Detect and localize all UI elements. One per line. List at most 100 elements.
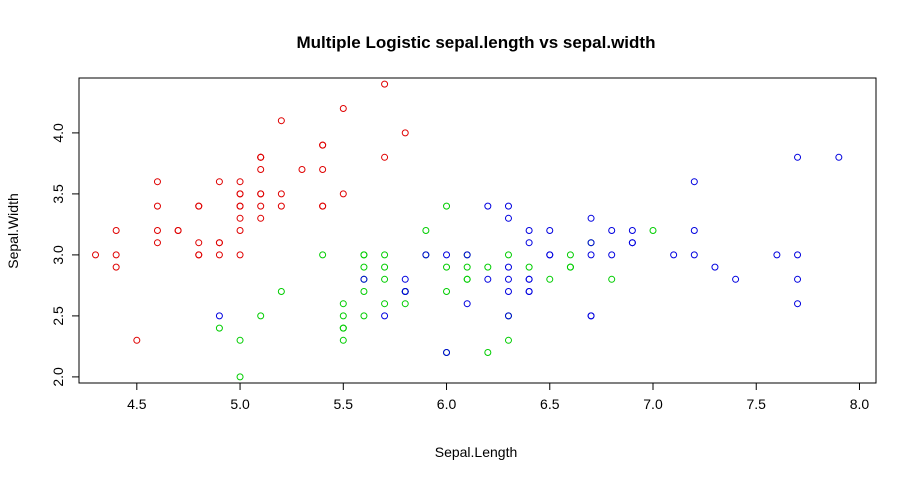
chart-title: Multiple Logistic sepal.length vs sepal.… (297, 33, 656, 52)
data-point (381, 275, 389, 283)
data-point (773, 251, 781, 259)
data-point (484, 263, 492, 271)
data-point (277, 202, 285, 210)
data-point (257, 153, 265, 161)
data-point (566, 263, 574, 271)
data-point (794, 251, 802, 259)
x-tick-label: 8.0 (850, 396, 870, 412)
data-point (443, 251, 451, 259)
data-point (504, 312, 512, 320)
data-point (670, 251, 678, 259)
data-point (504, 336, 512, 344)
data-point (112, 227, 120, 234)
data-point (236, 373, 244, 381)
data-point (422, 251, 430, 259)
data-point (484, 202, 492, 210)
data-point (319, 141, 327, 149)
data-point (195, 239, 203, 247)
data-point (401, 300, 409, 308)
data-point (339, 300, 347, 308)
data-point (443, 263, 451, 271)
data-point (215, 239, 223, 247)
plot-area (78, 77, 877, 384)
data-point (794, 300, 802, 308)
data-point (215, 251, 223, 259)
data-point (381, 251, 389, 259)
data-point (195, 202, 203, 210)
data-point (381, 300, 389, 308)
data-point (381, 263, 389, 271)
data-point (298, 166, 306, 173)
data-point (504, 202, 512, 210)
data-point (525, 263, 533, 271)
data-point (339, 190, 347, 198)
data-point (257, 214, 265, 222)
data-point (215, 178, 223, 186)
data-points (92, 80, 843, 381)
data-point (401, 288, 409, 295)
data-point (319, 251, 327, 259)
series-2 (215, 202, 657, 381)
y-axis: 2.0 2.5 3.0 3.5 4.0 (50, 123, 80, 387)
data-point (525, 239, 533, 247)
data-point (484, 349, 492, 356)
data-point (401, 275, 409, 283)
data-point (381, 80, 389, 88)
data-point (628, 227, 636, 234)
data-point (381, 153, 389, 161)
data-point (381, 312, 389, 320)
data-point (153, 239, 161, 247)
data-point (277, 288, 285, 295)
data-point (257, 166, 265, 173)
data-point (133, 336, 141, 344)
data-point (504, 251, 512, 259)
x-tick-label: 7.0 (643, 396, 663, 412)
data-point (339, 105, 347, 112)
data-point (277, 117, 285, 125)
data-point (463, 251, 471, 259)
data-point (546, 227, 554, 234)
data-point (732, 275, 740, 283)
x-axis-label: Sepal.Length (435, 444, 518, 460)
data-point (215, 312, 223, 320)
data-point (546, 251, 554, 259)
data-point (628, 239, 636, 247)
y-tick-label: 3.5 (50, 184, 66, 204)
data-point (153, 202, 161, 210)
data-point (587, 251, 595, 259)
data-point (236, 190, 244, 198)
data-point (587, 239, 595, 247)
data-point (443, 202, 451, 210)
x-axis: 4.5 5.0 5.5 6.0 6.5 7.0 7.5 8.0 (127, 382, 870, 412)
y-tick-label: 2.0 (50, 367, 66, 387)
x-tick-label: 6.5 (540, 396, 560, 412)
data-point (236, 336, 244, 344)
data-point (463, 300, 471, 308)
data-point (504, 275, 512, 283)
series-3 (215, 153, 843, 356)
data-point (608, 227, 616, 234)
data-point (339, 324, 347, 332)
data-point (257, 190, 265, 198)
y-tick-label: 4.0 (50, 123, 66, 143)
series-1 (92, 80, 409, 344)
data-point (153, 178, 161, 186)
data-point (504, 288, 512, 295)
x-tick-label: 5.0 (230, 396, 250, 412)
data-point (587, 214, 595, 222)
data-point (236, 214, 244, 222)
data-point (463, 275, 471, 283)
data-point (835, 153, 843, 161)
data-point (236, 202, 244, 210)
data-point (401, 129, 409, 137)
data-point (794, 275, 802, 283)
data-point (525, 275, 533, 283)
data-point (690, 227, 698, 234)
x-tick-label: 4.5 (127, 396, 147, 412)
data-point (360, 263, 368, 271)
x-tick-label: 6.0 (437, 396, 457, 412)
data-point (360, 312, 368, 320)
y-tick-label: 2.5 (50, 306, 66, 326)
data-point (153, 227, 161, 234)
